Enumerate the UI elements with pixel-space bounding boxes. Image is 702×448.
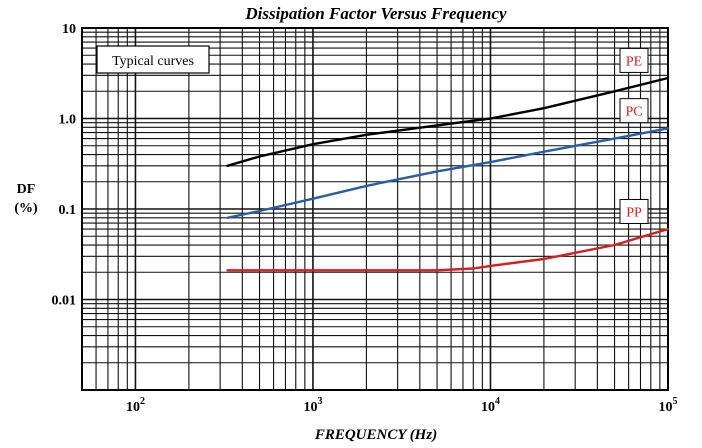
- series-label-pe: PE: [619, 47, 649, 73]
- series-label-pc: PC: [619, 98, 649, 124]
- y-tick-label: 10: [62, 22, 76, 37]
- series-line-pe: [226, 76, 670, 168]
- series-line-pc: [226, 127, 670, 220]
- series-label-box: [619, 47, 649, 73]
- x-tick-label: 102: [126, 396, 145, 415]
- y-tick-label: 0.01: [52, 294, 77, 309]
- series-label-pp: PP: [619, 198, 649, 224]
- y-tick-label: 1.0: [59, 113, 77, 128]
- annotation-text: Typical curves: [112, 54, 194, 69]
- series-layer: [226, 76, 670, 272]
- y-tick-labels: 10 1.0 0.1 0.01: [52, 22, 77, 309]
- x-tick-label: 104: [481, 396, 500, 415]
- series-line-pp: [226, 227, 670, 272]
- x-axis-title: FREQUENCY (Hz): [314, 427, 437, 443]
- chart-title: Dissipation Factor Versus Frequency: [244, 4, 507, 23]
- y-axis-label-line2: (%): [14, 201, 38, 216]
- y-axis-label-line1: DF: [17, 182, 36, 197]
- annotation-box: Typical curves: [96, 45, 210, 74]
- y-tick-label: 0.1: [59, 203, 77, 218]
- x-tick-label: 105: [659, 396, 678, 415]
- series-label-text: PC: [625, 105, 642, 120]
- series-label-text: PE: [626, 54, 642, 69]
- series-label-box: [619, 98, 649, 124]
- x-tick-label: 103: [303, 396, 322, 415]
- series-labels: PE PC PP: [619, 47, 649, 224]
- series-label-box: [619, 198, 649, 224]
- x-tick-labels: 102 103 104 105: [126, 396, 678, 415]
- plot-frame: [81, 27, 669, 391]
- series-label-text: PP: [626, 205, 642, 220]
- grid-lines: [81, 27, 669, 391]
